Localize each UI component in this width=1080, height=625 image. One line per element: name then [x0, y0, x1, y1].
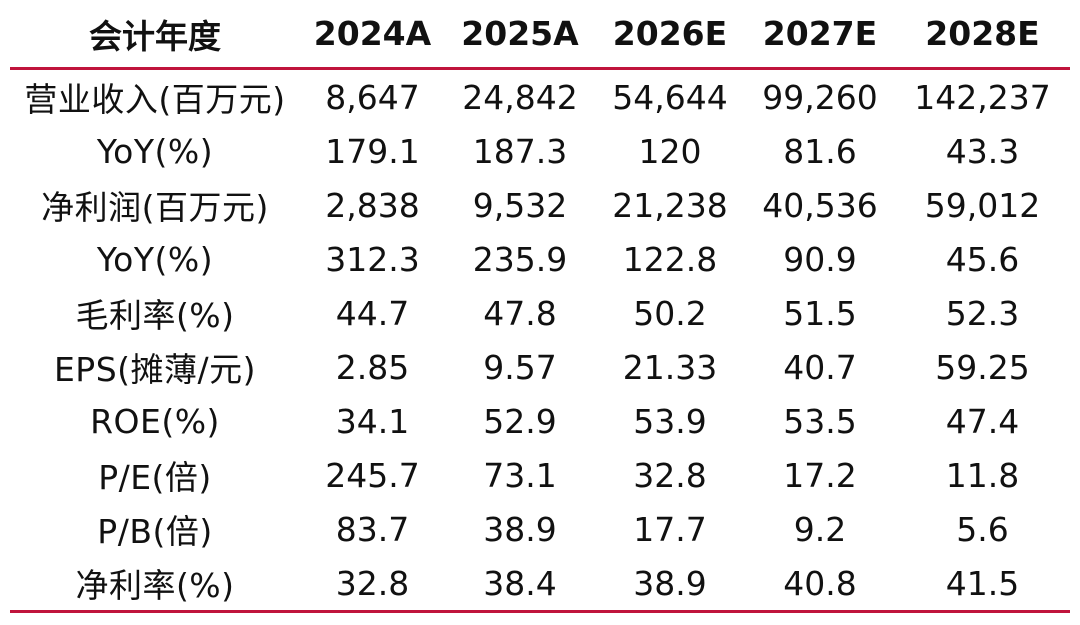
table-cell: 59.25 — [935, 347, 1030, 387]
table-cell: 38.4 — [445, 556, 595, 613]
table-cell: 52.9 — [483, 401, 557, 441]
header-row: 会计年度 2024A 2025A 2026E 2027E 2028E — [10, 0, 1070, 70]
header-2026e: 2026E — [595, 0, 745, 70]
header-fiscal-year: 会计年度 — [10, 0, 300, 70]
table-row: YoY(%) 179.1 187.3 120 81.6 43.3 — [10, 124, 1070, 178]
table-cell: 73.1 — [483, 455, 557, 495]
table-cell: 38.9 — [595, 556, 745, 613]
header-2025a: 2025A — [445, 0, 595, 70]
financial-forecast-table: 会计年度 2024A 2025A 2026E 2027E 2028E 营业收入(… — [10, 0, 1070, 613]
table-cell: 17.7 — [633, 509, 707, 549]
table-cell: 2.85 — [335, 347, 410, 387]
table-cell: 235.9 — [472, 239, 568, 279]
financial-forecast-table-container: 会计年度 2024A 2025A 2026E 2027E 2028E 营业收入(… — [10, 0, 1070, 613]
table-cell: 34.1 — [335, 401, 410, 441]
table-row: ROE(%) 34.1 52.9 53.9 53.5 47.4 — [10, 394, 1070, 448]
row-label: ROE(%) — [90, 401, 220, 441]
table-cell: 8,647 — [325, 77, 420, 117]
table-row: YoY(%) 312.3 235.9 122.8 90.9 45.6 — [10, 232, 1070, 286]
table-cell: 50.2 — [633, 293, 707, 333]
table-cell: 54,644 — [612, 77, 728, 117]
table-cell: 47.4 — [945, 401, 1020, 441]
table-row: EPS(摊薄/元) 2.85 9.57 21.33 40.7 59.25 — [10, 340, 1070, 394]
table-cell: 43.3 — [945, 131, 1020, 171]
row-label: YoY(%) — [96, 239, 214, 279]
row-label: EPS(摊薄/元) — [53, 350, 257, 389]
table-cell: 2,838 — [325, 185, 420, 225]
table-cell: 179.1 — [325, 131, 420, 171]
table-cell: 120 — [638, 131, 702, 171]
table-row: 净利率(%) 32.8 38.4 38.9 40.8 41.5 — [10, 556, 1070, 613]
table-row: 净利润(百万元) 2,838 9,532 21,238 40,536 59,01… — [10, 178, 1070, 232]
row-label: P/B(倍) — [97, 512, 213, 551]
table-cell: 40,536 — [762, 185, 878, 225]
table-cell: 312.3 — [325, 239, 420, 279]
table-cell: 40.7 — [783, 347, 857, 387]
table-cell: 38.9 — [483, 509, 557, 549]
table-body: 营业收入(百万元) 8,647 24,842 54,644 99,260 142… — [10, 69, 1070, 613]
table-cell: 17.2 — [783, 455, 857, 495]
table-row: P/B(倍) 83.7 38.9 17.7 9.2 5.6 — [10, 502, 1070, 556]
table-row: P/E(倍) 245.7 73.1 32.8 17.2 11.8 — [10, 448, 1070, 502]
table-cell: 187.3 — [472, 131, 568, 171]
table-cell: 21.33 — [622, 347, 718, 387]
table-cell: 90.9 — [783, 239, 857, 279]
table-cell: 81.6 — [783, 131, 857, 171]
table-header: 会计年度 2024A 2025A 2026E 2027E 2028E — [10, 0, 1070, 70]
table-row: 毛利率(%) 44.7 47.8 50.2 51.5 52.3 — [10, 286, 1070, 340]
table-cell: 53.5 — [783, 401, 857, 441]
table-cell: 53.9 — [633, 401, 707, 441]
table-cell: 122.8 — [622, 239, 718, 279]
table-cell: 51.5 — [783, 293, 857, 333]
table-cell: 21,238 — [612, 185, 728, 225]
table-cell: 47.8 — [483, 293, 557, 333]
table-cell: 24,842 — [462, 77, 578, 117]
row-label: 净利率(%) — [10, 556, 300, 613]
table-cell: 9.2 — [793, 509, 847, 549]
table-cell: 41.5 — [895, 556, 1070, 613]
header-2027e: 2027E — [745, 0, 895, 70]
table-cell: 5.6 — [956, 509, 1009, 549]
table-cell: 83.7 — [335, 509, 410, 549]
row-label: 净利润(百万元) — [41, 188, 269, 227]
row-label: 营业收入(百万元) — [24, 80, 286, 119]
table-cell: 32.8 — [633, 455, 707, 495]
row-label: P/E(倍) — [98, 458, 212, 497]
table-cell: 9.57 — [483, 347, 557, 387]
table-cell: 32.8 — [300, 556, 445, 613]
row-label: 毛利率(%) — [75, 296, 235, 335]
table-cell: 245.7 — [325, 455, 420, 495]
table-cell: 40.8 — [745, 556, 895, 613]
table-cell: 52.3 — [945, 293, 1020, 333]
table-cell: 142,237 — [914, 77, 1051, 117]
table-cell: 11.8 — [945, 455, 1020, 495]
table-cell: 44.7 — [335, 293, 410, 333]
table-cell: 59,012 — [924, 185, 1041, 225]
header-2028e: 2028E — [895, 0, 1070, 70]
table-row: 营业收入(百万元) 8,647 24,842 54,644 99,260 142… — [10, 69, 1070, 125]
header-2024a: 2024A — [300, 0, 445, 70]
row-label: YoY(%) — [96, 131, 214, 171]
table-cell: 99,260 — [762, 77, 878, 117]
table-cell: 45.6 — [945, 239, 1020, 279]
table-cell: 9,532 — [472, 185, 568, 225]
